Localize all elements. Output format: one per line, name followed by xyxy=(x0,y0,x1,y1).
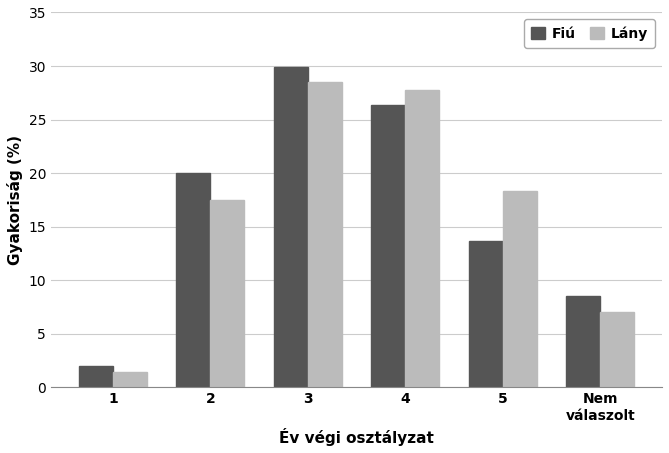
Bar xyxy=(210,200,244,387)
Bar xyxy=(566,296,600,387)
Bar xyxy=(113,372,147,387)
Bar xyxy=(371,105,405,387)
X-axis label: Év végi osztályzat: Év végi osztályzat xyxy=(279,428,434,446)
Y-axis label: Gyakoriság (%): Gyakoriság (%) xyxy=(7,135,23,265)
Bar xyxy=(308,82,342,387)
Bar xyxy=(468,241,502,387)
Bar xyxy=(405,90,440,387)
Bar xyxy=(79,366,113,387)
Legend: Fiú, Lány: Fiú, Lány xyxy=(524,19,655,48)
Bar xyxy=(502,191,537,387)
Bar xyxy=(274,67,308,387)
Bar xyxy=(600,313,634,387)
Bar xyxy=(176,173,210,387)
